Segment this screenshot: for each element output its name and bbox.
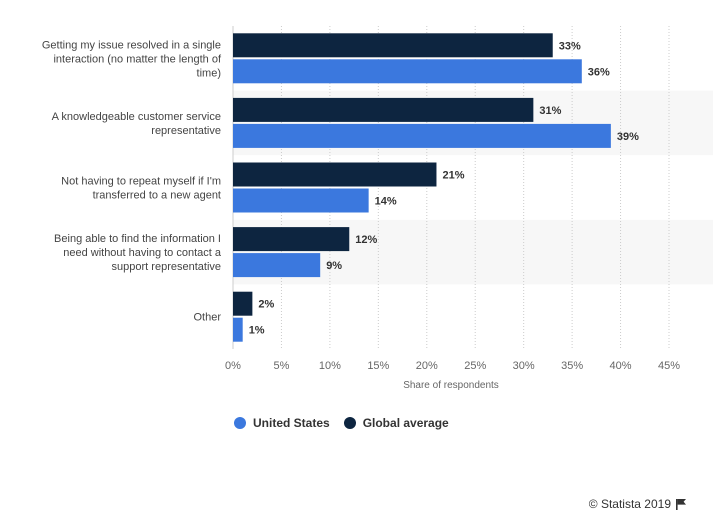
x-tick-label-4: 20% — [416, 360, 438, 372]
bar-united-states-1 — [233, 123, 611, 148]
legend-item-global-average[interactable]: Global average — [343, 416, 449, 430]
data-label-global-average-1: 31% — [539, 105, 561, 117]
legend: United States Global average — [234, 416, 449, 430]
data-label-united-states-0: 36% — [588, 66, 610, 78]
category-label-2: Not having to repeat myself if I'm transf… — [61, 176, 221, 202]
bar-global-average-0 — [233, 33, 553, 58]
x-tick-label-8: 40% — [610, 360, 632, 372]
data-label-global-average-0: 33% — [559, 40, 581, 52]
credits-text: © Statista 2019 — [588, 497, 671, 511]
x-tick-label-1: 5% — [273, 360, 289, 372]
legend-swatch-global-average — [343, 417, 356, 429]
bar-global-average-1 — [233, 97, 534, 122]
x-tick-label-0: 0% — [225, 360, 241, 372]
bar-united-states-0 — [233, 59, 582, 84]
data-label-united-states-3: 9% — [326, 260, 342, 272]
legend-swatch-united-states — [234, 417, 246, 429]
bar-global-average-2 — [233, 162, 437, 187]
category-label-1: A knowledgeable customer service represen… — [52, 111, 221, 137]
data-label-global-average-4: 2% — [258, 299, 274, 311]
data-label-united-states-4: 1% — [249, 325, 265, 337]
credits[interactable]: © Statista 2019 — [589, 497, 687, 511]
legend-item-united-states[interactable]: United States — [234, 416, 330, 430]
x-tick-label-5: 25% — [464, 360, 486, 372]
legend-label-global-average: Global average — [362, 416, 449, 430]
bar-united-states-4 — [233, 317, 243, 342]
data-label-global-average-3: 12% — [355, 234, 377, 246]
bar-united-states-2 — [233, 188, 369, 213]
x-tick-label-6: 30% — [513, 360, 535, 372]
bar-united-states-3 — [233, 253, 321, 278]
category-label-4: Other — [193, 312, 221, 324]
data-label-united-states-1: 39% — [617, 131, 639, 143]
legend-label-united-states: United States — [253, 416, 330, 430]
bar-global-average-4 — [233, 291, 253, 316]
x-tick-label-2: 10% — [319, 360, 341, 372]
data-label-global-average-2: 21% — [442, 170, 464, 182]
x-tick-label-9: 45% — [658, 360, 680, 372]
category-label-0: Getting my issue resolved in a single int… — [42, 39, 222, 79]
x-axis-title: Share of respondents — [403, 380, 499, 391]
data-label-united-states-2: 14% — [375, 196, 397, 208]
bar-chart: 0% 5% 10% 15% 20% 25% 30% 35% 40% 45% Share of res… — [41, 26, 681, 391]
x-tick-label-7: 35% — [561, 360, 583, 372]
x-tick-label-3: 15% — [367, 360, 389, 372]
bar-global-average-3 — [233, 227, 350, 252]
flag-icon — [676, 499, 686, 510]
